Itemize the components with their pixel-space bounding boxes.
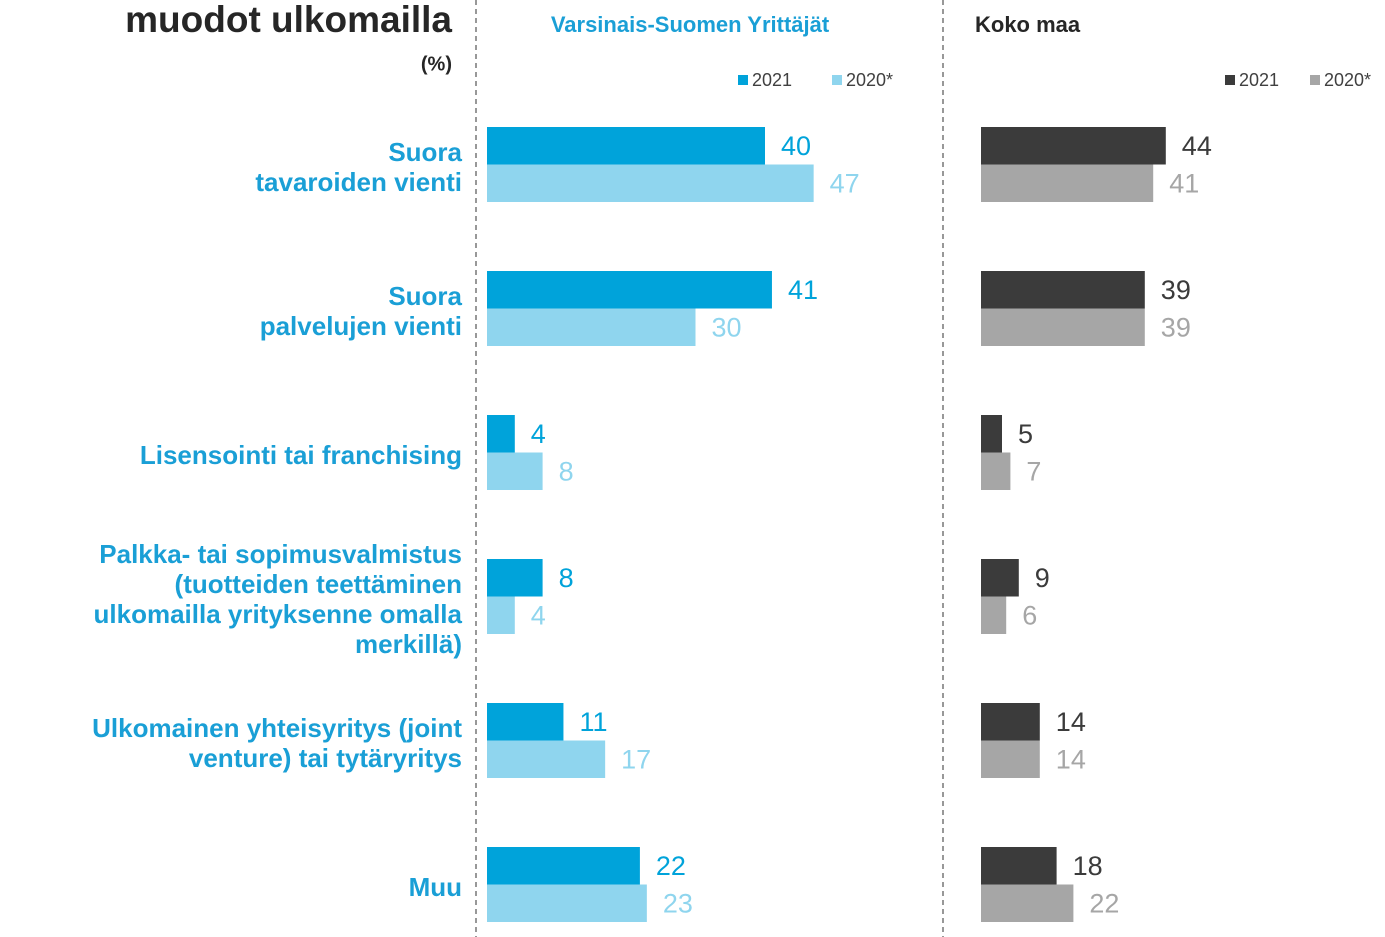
bar xyxy=(487,271,772,309)
bar xyxy=(487,127,765,165)
legend-swatch xyxy=(738,75,748,85)
category-label: Suora palvelujen vienti xyxy=(259,280,462,341)
value-label: 8 xyxy=(559,456,574,486)
value-label: 5 xyxy=(1018,419,1033,449)
legend-label: 2021 xyxy=(752,70,792,90)
bar xyxy=(981,308,1145,346)
value-label: 8 xyxy=(559,563,574,593)
value-label: 14 xyxy=(1056,744,1086,774)
page-title: muodot ulkomailla xyxy=(125,0,452,40)
value-label: 39 xyxy=(1161,275,1191,305)
value-label: 22 xyxy=(656,851,686,881)
category-label: Suora tavaroiden vienti xyxy=(255,136,462,197)
value-label: 7 xyxy=(1026,456,1041,486)
value-label: 30 xyxy=(712,312,742,342)
page-subtitle: (%) xyxy=(421,53,452,75)
category-label: Palkka- tai sopimusvalmistus (tuotteiden… xyxy=(93,538,463,659)
bar xyxy=(981,847,1057,885)
bar xyxy=(981,559,1019,597)
value-label: 41 xyxy=(788,275,818,305)
legend-label: 2020* xyxy=(1324,70,1371,90)
bar xyxy=(487,703,564,741)
bar xyxy=(487,740,606,778)
bar xyxy=(487,415,515,453)
bar xyxy=(487,596,515,634)
bar xyxy=(981,452,1011,490)
category-label: Muu xyxy=(408,871,462,902)
category-label: Ulkomainen yhteisyritys (joint venture) … xyxy=(92,712,462,773)
value-label: 41 xyxy=(1169,168,1199,198)
bar xyxy=(981,884,1074,922)
bar xyxy=(981,271,1145,309)
legend-label: 2020* xyxy=(846,70,893,90)
bar xyxy=(487,308,696,346)
value-label: 44 xyxy=(1182,131,1212,161)
value-label: 17 xyxy=(621,744,651,774)
bar xyxy=(487,847,640,885)
bar xyxy=(487,452,543,490)
value-label: 11 xyxy=(579,707,607,737)
value-label: 47 xyxy=(830,168,860,198)
value-label: 4 xyxy=(531,419,546,449)
value-label: 18 xyxy=(1073,851,1103,881)
value-label: 40 xyxy=(781,131,811,161)
value-label: 39 xyxy=(1161,312,1191,342)
panel-title: Koko maa xyxy=(975,12,1081,37)
legend-label: 2021 xyxy=(1239,70,1279,90)
value-label: 14 xyxy=(1056,707,1086,737)
bar xyxy=(981,127,1166,165)
bar xyxy=(487,884,647,922)
value-label: 4 xyxy=(531,600,546,630)
panel-title: Varsinais-Suomen Yrittäjät xyxy=(551,12,830,37)
bar xyxy=(981,703,1040,741)
legend-swatch xyxy=(832,75,842,85)
bar xyxy=(981,596,1007,634)
value-label: 22 xyxy=(1089,888,1119,918)
value-label: 23 xyxy=(663,888,693,918)
legend-swatch xyxy=(1310,75,1320,85)
bar xyxy=(487,559,543,597)
category-label: Lisensointi tai franchising xyxy=(139,439,462,470)
bar xyxy=(981,415,1002,453)
legend-swatch xyxy=(1225,75,1235,85)
bar xyxy=(981,164,1154,202)
bar xyxy=(487,164,814,202)
value-label: 9 xyxy=(1035,563,1050,593)
value-label: 6 xyxy=(1022,600,1037,630)
bar xyxy=(981,740,1040,778)
